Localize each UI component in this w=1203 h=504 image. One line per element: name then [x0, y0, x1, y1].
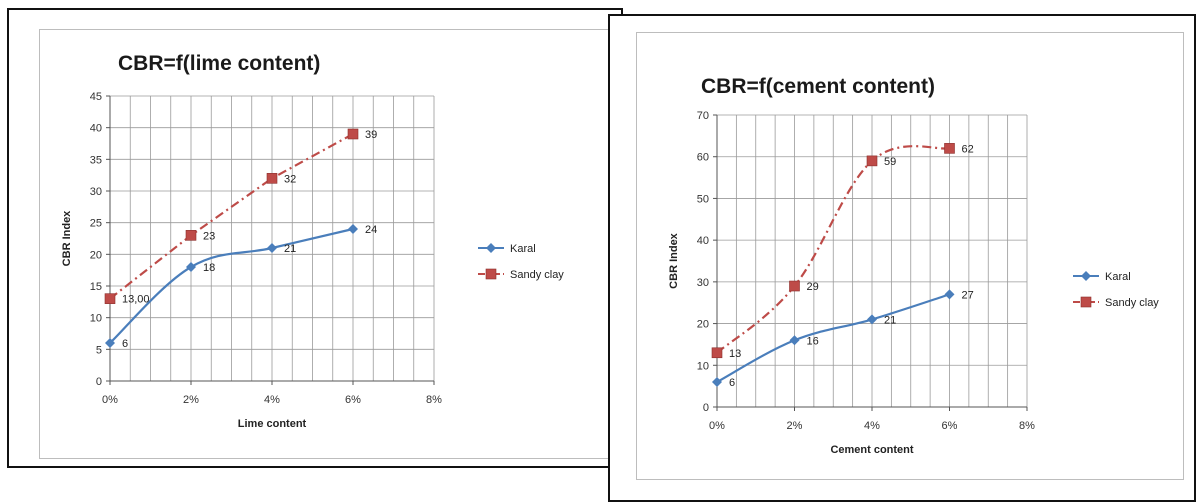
lime-chart-area: CBR=f(lime content) 0 5 10 15 20 25 30 35 40 45 0% 2…: [39, 29, 613, 459]
x-tick-label: 6%: [345, 394, 361, 406]
y-tick-label: 10: [90, 313, 102, 325]
legend-label: Karal: [1105, 271, 1131, 283]
y-tick-label: 30: [90, 186, 102, 198]
lime-chart: CBR=f(lime content) 0 5 10 15 20 25 30 35 40 45 0% 2…: [61, 52, 564, 430]
data-label: 21: [284, 243, 296, 255]
cement-chart-area: CBR=f(cement content) 0 10 20 30 40 50 60 70 0% 2%…: [636, 32, 1184, 480]
y-tick-label: 25: [90, 218, 102, 230]
diamond-marker: [867, 314, 877, 325]
y-tick-label: 20: [90, 249, 102, 261]
data-label: 6: [122, 338, 128, 350]
chart-title: CBR=f(lime content): [118, 52, 320, 75]
series-karal: 6 18 21 24: [105, 224, 377, 350]
legend-label: Karal: [510, 243, 536, 255]
diamond-marker: [712, 376, 722, 387]
x-tick-label: 2%: [787, 420, 803, 432]
legend-label: Sandy clay: [1105, 297, 1159, 309]
cement-chart: CBR=f(cement content) 0 10 20 30 40 50 60 70 0% 2%…: [668, 75, 1159, 456]
x-tick-label: 8%: [1019, 420, 1035, 432]
y-tick-label: 0: [703, 402, 709, 414]
diamond-marker: [348, 224, 358, 234]
diamond-marker: [105, 338, 115, 348]
series-line: [716, 145, 950, 354]
data-label: 59: [884, 156, 896, 168]
y-tick-label: 15: [90, 281, 102, 293]
square-marker: [104, 293, 116, 304]
legend-marker: [485, 268, 497, 280]
x-axis-title: Cement content: [830, 444, 913, 456]
series-sandy-clay: 13 29 59 62: [711, 143, 974, 360]
diamond-marker: [944, 289, 955, 300]
square-marker: [944, 143, 955, 154]
x-tick-label: 4%: [864, 420, 880, 432]
diamond-marker: [789, 335, 800, 346]
y-tick-label: 35: [90, 154, 102, 166]
data-label: 13: [729, 348, 741, 360]
y-tick-label: 10: [697, 360, 709, 372]
data-label: 62: [962, 143, 974, 155]
y-tick-label: 5: [96, 344, 102, 356]
x-axis-title: Lime content: [238, 418, 307, 430]
x-tick-label: 8%: [426, 394, 442, 406]
lime-chart-frame: CBR=f(lime content) 0 5 10 15 20 25 30 35 40 45 0% 2…: [7, 8, 623, 468]
y-axis-title: CBR Index: [668, 232, 680, 289]
data-label: 16: [807, 335, 819, 347]
y-tick-label: 50: [697, 193, 709, 205]
legend-label: Sandy clay: [510, 269, 564, 281]
cement-chart-frame: CBR=f(cement content) 0 10 20 30 40 50 60 70 0% 2%…: [608, 14, 1196, 502]
y-tick-label: 20: [697, 319, 709, 331]
legend-marker: [486, 243, 496, 253]
square-marker: [266, 173, 278, 184]
series-karal: 6 16 21 27: [712, 289, 974, 389]
x-tick-label: 0%: [102, 394, 118, 406]
x-tick-label: 4%: [264, 394, 280, 406]
square-marker: [185, 230, 197, 241]
data-label: 23: [203, 230, 215, 242]
data-label: 39: [365, 129, 377, 141]
y-tick-label: 40: [90, 123, 102, 135]
data-label: 29: [807, 281, 819, 293]
y-tick-label: 60: [697, 152, 709, 164]
legend-marker: [1080, 296, 1092, 308]
square-marker: [711, 347, 723, 359]
data-label: 21: [884, 314, 896, 326]
data-label: 6: [729, 377, 735, 389]
data-label: 27: [962, 289, 974, 301]
data-label: 18: [203, 262, 215, 274]
series-line: [109, 227, 354, 344]
x-tick-label: 0%: [709, 420, 725, 432]
data-label: 32: [284, 173, 296, 185]
y-tick-label: 70: [697, 110, 709, 122]
square-marker: [347, 128, 359, 140]
square-marker: [789, 280, 800, 292]
square-marker: [866, 155, 878, 167]
data-label: 24: [365, 224, 377, 236]
series-line: [109, 133, 354, 300]
y-tick-label: 30: [697, 277, 709, 289]
series-line: [716, 293, 950, 383]
data-label: 13,00: [122, 294, 150, 306]
y-tick-label: 0: [96, 376, 102, 388]
series-sandy-clay: 13,00 23 32 39: [104, 128, 377, 306]
y-axis-title: CBR Index: [61, 210, 73, 267]
y-tick-label: 45: [90, 91, 102, 103]
x-tick-label: 6%: [942, 420, 958, 432]
x-tick-label: 2%: [183, 394, 199, 406]
diamond-marker: [186, 262, 196, 272]
y-tick-label: 40: [697, 235, 709, 247]
diamond-marker: [267, 243, 277, 253]
chart-title: CBR=f(cement content): [701, 75, 935, 98]
legend-marker: [1081, 271, 1091, 281]
